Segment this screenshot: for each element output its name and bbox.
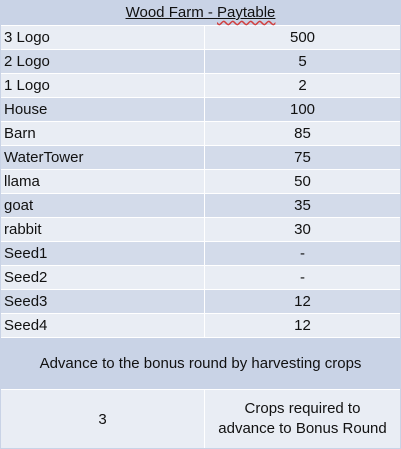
symbol-payout: 50	[204, 169, 400, 194]
paytable-row: rabbit 30	[1, 217, 400, 242]
symbol-name: Seed3	[1, 289, 205, 314]
symbol-payout: 12	[204, 313, 400, 338]
symbol-name: Seed2	[1, 265, 205, 290]
description-line-1: Crops required to	[244, 400, 361, 417]
paytable-row: llama 50	[1, 169, 400, 194]
symbol-name: 2 Logo	[1, 49, 205, 74]
paytable-row: House 100	[1, 97, 400, 122]
paytable-row: 3 Logo 500	[1, 26, 400, 50]
symbol-name: rabbit	[1, 217, 205, 242]
bonus-requirement-row: 3 Crops required to advance to Bonus Rou…	[1, 390, 400, 448]
paytable-row: Barn 85	[1, 121, 400, 146]
title-text: Wood Farm - Paytable	[126, 4, 276, 21]
symbol-payout: -	[204, 265, 400, 290]
symbol-name: Seed4	[1, 313, 205, 338]
symbol-name: llama	[1, 169, 205, 194]
paytable-row: Seed3 12	[1, 289, 400, 314]
description-line-2: advance to Bonus Round	[218, 420, 387, 437]
paytable-row: 2 Logo 5	[1, 49, 400, 74]
paytable-row: WaterTower 75	[1, 145, 400, 170]
symbol-payout: 30	[204, 217, 400, 242]
symbol-payout: -	[204, 241, 400, 266]
crops-required-count: 3	[1, 390, 205, 448]
title-paytable-word: Paytable	[217, 4, 276, 21]
paytable-title: Wood Farm - Paytable	[1, 1, 400, 26]
symbol-name: 3 Logo	[1, 26, 205, 50]
symbol-name: 1 Logo	[1, 73, 205, 98]
symbol-payout: 85	[204, 121, 400, 146]
paytable-row: 1 Logo 2	[1, 73, 400, 98]
symbol-payout: 2	[204, 73, 400, 98]
paytable-row: Seed4 12	[1, 313, 400, 338]
paytable-row: Seed1-	[1, 241, 400, 266]
symbol-payout: 12	[204, 289, 400, 314]
symbol-payout: 75	[204, 145, 400, 170]
paytable-table: 3 Logo 500 2 Logo 5 1 Logo 2 House 100 Barn 85 Wat…	[1, 26, 400, 338]
bonus-banner: Advance to the bonus round by harvesting…	[1, 339, 400, 390]
crops-required-description: Crops required to advance to Bonus Round	[205, 390, 400, 448]
symbol-name: goat	[1, 193, 205, 218]
symbol-payout: 500	[204, 26, 400, 50]
title-game-name: Wood Farm -	[125, 4, 218, 21]
symbol-payout: 35	[204, 193, 400, 218]
symbol-name: Barn	[1, 121, 205, 146]
symbol-name: House	[1, 97, 205, 122]
paytable-row: goat 35	[1, 193, 400, 218]
paytable-row: Seed2-	[1, 265, 400, 290]
symbol-payout: 5	[204, 49, 400, 74]
symbol-payout: 100	[204, 97, 400, 122]
symbol-name: WaterTower	[1, 145, 205, 170]
symbol-name: Seed1	[1, 241, 205, 266]
